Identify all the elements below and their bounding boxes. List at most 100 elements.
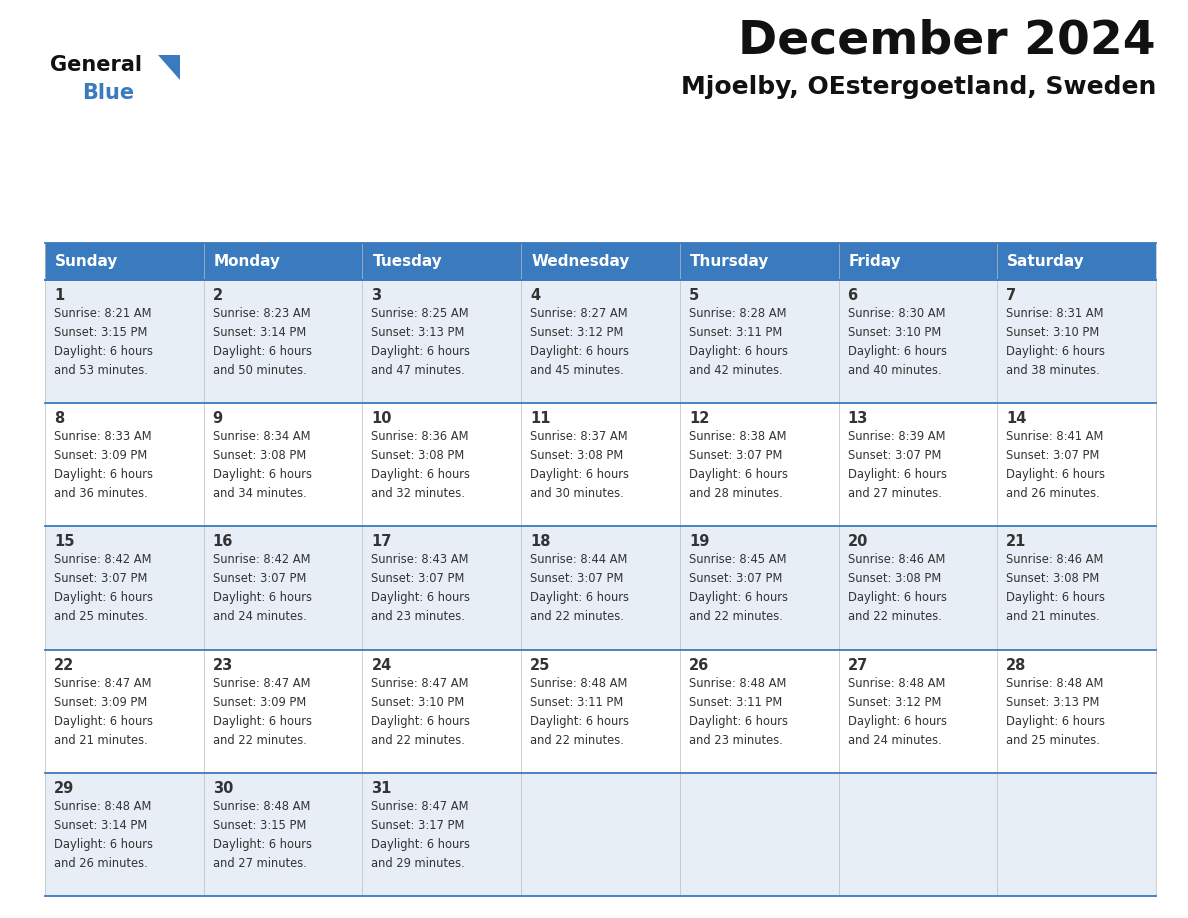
Text: Sunrise: 8:47 AM: Sunrise: 8:47 AM <box>372 677 469 689</box>
Text: Sunrise: 8:38 AM: Sunrise: 8:38 AM <box>689 430 786 443</box>
Text: Sunrise: 8:45 AM: Sunrise: 8:45 AM <box>689 554 786 566</box>
Text: and 47 minutes.: and 47 minutes. <box>372 364 466 376</box>
Text: and 27 minutes.: and 27 minutes. <box>847 487 941 500</box>
Text: Sunrise: 8:30 AM: Sunrise: 8:30 AM <box>847 307 946 319</box>
Text: Sunset: 3:07 PM: Sunset: 3:07 PM <box>689 572 782 586</box>
Text: Sunset: 3:09 PM: Sunset: 3:09 PM <box>53 696 147 709</box>
Text: Daylight: 6 hours: Daylight: 6 hours <box>1006 468 1105 481</box>
Bar <box>997 526 1156 650</box>
Text: Mjoelby, OEstergoetland, Sweden: Mjoelby, OEstergoetland, Sweden <box>681 75 1156 99</box>
Text: and 38 minutes.: and 38 minutes. <box>1006 364 1100 376</box>
Text: Sunrise: 8:39 AM: Sunrise: 8:39 AM <box>847 430 946 443</box>
Text: Sunset: 3:09 PM: Sunset: 3:09 PM <box>213 696 307 709</box>
Bar <box>839 280 997 403</box>
Text: Sunrise: 8:21 AM: Sunrise: 8:21 AM <box>53 307 152 319</box>
Bar <box>203 403 362 526</box>
Text: Daylight: 6 hours: Daylight: 6 hours <box>53 714 153 727</box>
Text: Daylight: 6 hours: Daylight: 6 hours <box>372 468 470 481</box>
Bar <box>362 650 522 773</box>
Text: 4: 4 <box>530 287 541 303</box>
Text: 16: 16 <box>213 534 233 549</box>
Text: Sunrise: 8:44 AM: Sunrise: 8:44 AM <box>530 554 627 566</box>
Text: General: General <box>50 55 143 75</box>
Bar <box>362 773 522 896</box>
Bar <box>680 526 839 650</box>
Text: Sunrise: 8:31 AM: Sunrise: 8:31 AM <box>1006 307 1104 319</box>
Text: and 53 minutes.: and 53 minutes. <box>53 364 147 376</box>
Bar <box>362 526 522 650</box>
Text: Daylight: 6 hours: Daylight: 6 hours <box>689 345 788 358</box>
Text: Sunrise: 8:36 AM: Sunrise: 8:36 AM <box>372 430 469 443</box>
Text: 6: 6 <box>847 287 858 303</box>
Text: Tuesday: Tuesday <box>372 254 442 269</box>
Text: Sunrise: 8:27 AM: Sunrise: 8:27 AM <box>530 307 627 319</box>
Text: Sunset: 3:08 PM: Sunset: 3:08 PM <box>530 449 624 462</box>
Text: 29: 29 <box>53 780 74 796</box>
Text: Daylight: 6 hours: Daylight: 6 hours <box>53 468 153 481</box>
Text: Sunrise: 8:47 AM: Sunrise: 8:47 AM <box>213 677 310 689</box>
Text: 30: 30 <box>213 780 233 796</box>
Text: Sunset: 3:07 PM: Sunset: 3:07 PM <box>689 449 782 462</box>
Text: Daylight: 6 hours: Daylight: 6 hours <box>689 714 788 727</box>
Bar <box>997 650 1156 773</box>
Text: Daylight: 6 hours: Daylight: 6 hours <box>847 714 947 727</box>
Text: Sunset: 3:14 PM: Sunset: 3:14 PM <box>53 819 147 832</box>
Bar <box>362 280 522 403</box>
Text: and 24 minutes.: and 24 minutes. <box>213 610 307 623</box>
Bar <box>680 650 839 773</box>
Text: Sunrise: 8:33 AM: Sunrise: 8:33 AM <box>53 430 152 443</box>
Text: 22: 22 <box>53 657 74 673</box>
Bar <box>522 650 680 773</box>
Text: and 22 minutes.: and 22 minutes. <box>530 733 624 746</box>
Text: Sunset: 3:12 PM: Sunset: 3:12 PM <box>530 326 624 339</box>
Text: and 34 minutes.: and 34 minutes. <box>213 487 307 500</box>
Text: 20: 20 <box>847 534 868 549</box>
Bar <box>45 526 203 650</box>
Text: and 26 minutes.: and 26 minutes. <box>1006 487 1100 500</box>
Bar <box>203 650 362 773</box>
Text: and 30 minutes.: and 30 minutes. <box>530 487 624 500</box>
Text: Daylight: 6 hours: Daylight: 6 hours <box>53 591 153 604</box>
Bar <box>522 280 680 403</box>
Text: Sunrise: 8:46 AM: Sunrise: 8:46 AM <box>1006 554 1104 566</box>
Text: Sunset: 3:07 PM: Sunset: 3:07 PM <box>53 572 147 586</box>
Bar <box>203 526 362 650</box>
Text: Sunrise: 8:23 AM: Sunrise: 8:23 AM <box>213 307 310 319</box>
Text: and 22 minutes.: and 22 minutes. <box>213 733 307 746</box>
Bar <box>45 773 203 896</box>
Text: Sunrise: 8:25 AM: Sunrise: 8:25 AM <box>372 307 469 319</box>
Text: Sunset: 3:11 PM: Sunset: 3:11 PM <box>530 696 624 709</box>
Text: 3: 3 <box>372 287 381 303</box>
Polygon shape <box>158 55 181 80</box>
Text: 10: 10 <box>372 411 392 426</box>
Text: and 22 minutes.: and 22 minutes. <box>530 610 624 623</box>
Text: Daylight: 6 hours: Daylight: 6 hours <box>847 468 947 481</box>
Text: Daylight: 6 hours: Daylight: 6 hours <box>53 838 153 851</box>
Text: Sunrise: 8:48 AM: Sunrise: 8:48 AM <box>847 677 944 689</box>
Text: Daylight: 6 hours: Daylight: 6 hours <box>689 591 788 604</box>
Text: and 50 minutes.: and 50 minutes. <box>213 364 307 376</box>
Text: Daylight: 6 hours: Daylight: 6 hours <box>1006 714 1105 727</box>
Bar <box>997 280 1156 403</box>
Bar <box>203 280 362 403</box>
Text: and 25 minutes.: and 25 minutes. <box>53 610 147 623</box>
Text: and 28 minutes.: and 28 minutes. <box>689 487 783 500</box>
Text: Sunrise: 8:37 AM: Sunrise: 8:37 AM <box>530 430 627 443</box>
Text: Sunrise: 8:41 AM: Sunrise: 8:41 AM <box>1006 430 1104 443</box>
Text: 26: 26 <box>689 657 709 673</box>
Bar <box>522 526 680 650</box>
Bar <box>203 773 362 896</box>
Text: Sunset: 3:08 PM: Sunset: 3:08 PM <box>1006 572 1100 586</box>
Text: and 21 minutes.: and 21 minutes. <box>53 733 147 746</box>
Text: Daylight: 6 hours: Daylight: 6 hours <box>213 714 311 727</box>
Bar <box>839 650 997 773</box>
Bar <box>680 773 839 896</box>
Text: Sunset: 3:17 PM: Sunset: 3:17 PM <box>372 819 465 832</box>
Text: and 42 minutes.: and 42 minutes. <box>689 364 783 376</box>
Bar <box>997 773 1156 896</box>
Text: Sunrise: 8:42 AM: Sunrise: 8:42 AM <box>213 554 310 566</box>
Text: Daylight: 6 hours: Daylight: 6 hours <box>372 714 470 727</box>
Text: Sunset: 3:08 PM: Sunset: 3:08 PM <box>847 572 941 586</box>
Text: 24: 24 <box>372 657 392 673</box>
Text: Daylight: 6 hours: Daylight: 6 hours <box>53 345 153 358</box>
